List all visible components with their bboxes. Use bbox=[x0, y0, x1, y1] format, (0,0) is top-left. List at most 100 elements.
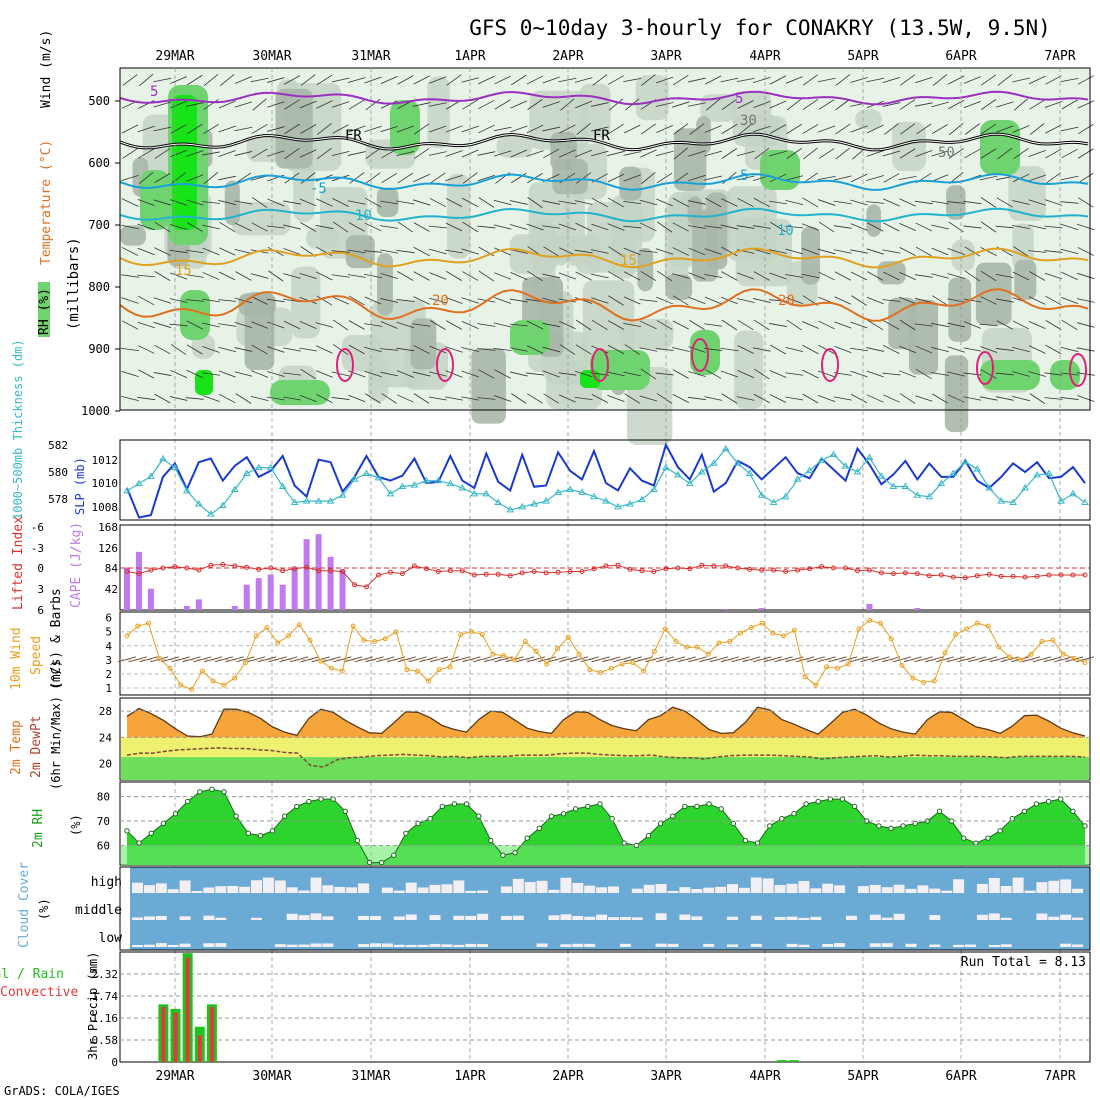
rh2m-point bbox=[1058, 796, 1064, 802]
temp-axis-label: Temperature (°C) bbox=[39, 140, 54, 265]
wind-barb-10m bbox=[128, 656, 147, 663]
rh-darkgrey-patch bbox=[471, 348, 506, 424]
thickness-point bbox=[973, 465, 982, 472]
wind-barb bbox=[445, 125, 463, 133]
wind-barb bbox=[575, 149, 593, 158]
wind-barb bbox=[364, 125, 382, 133]
wind-barb bbox=[413, 123, 430, 135]
cloud-cover-bar bbox=[132, 882, 143, 893]
wind-barb bbox=[121, 224, 139, 230]
cloud-cover-bar bbox=[857, 886, 869, 893]
wind-barb bbox=[818, 148, 835, 159]
wind-speed-point bbox=[888, 636, 894, 642]
wind-barb bbox=[737, 319, 754, 331]
wind-barb bbox=[266, 396, 285, 401]
wind-barb bbox=[882, 77, 901, 83]
wind-barb bbox=[899, 319, 916, 331]
date-label-top: 5APR bbox=[847, 49, 878, 64]
wind-barb bbox=[980, 221, 997, 233]
date-label-bottom: 29MAR bbox=[155, 1069, 194, 1084]
wind-barb bbox=[915, 76, 933, 84]
wind-barb bbox=[332, 319, 349, 331]
wind-speed-point bbox=[512, 657, 518, 663]
cape-bar bbox=[255, 578, 262, 610]
wind-barb bbox=[705, 369, 722, 379]
wind-barb bbox=[915, 222, 933, 232]
wind-barb bbox=[1061, 148, 1078, 159]
wind-barb bbox=[640, 270, 657, 282]
date-label-bottom: 6APR bbox=[945, 1069, 976, 1084]
wind-barb bbox=[283, 224, 301, 230]
wind-barb bbox=[153, 199, 172, 206]
lifted-index-point bbox=[196, 567, 202, 573]
temp-contour-minus5 bbox=[119, 90, 1089, 106]
cloud-cover-bar bbox=[1060, 914, 1072, 920]
wind-barb bbox=[283, 320, 301, 330]
wind-speed-point bbox=[867, 617, 873, 623]
date-label-bottom: 31MAR bbox=[351, 1069, 390, 1084]
thickness-point bbox=[326, 497, 335, 504]
wind-barb bbox=[543, 393, 560, 404]
wind-barb bbox=[882, 249, 901, 254]
wind-barb bbox=[218, 100, 236, 109]
thickness-point bbox=[1009, 498, 1018, 506]
rh-darkgrey-patch bbox=[944, 355, 969, 433]
wind-barb bbox=[931, 224, 949, 230]
wind-barb bbox=[592, 74, 608, 86]
wind-barb bbox=[835, 74, 851, 86]
wind-speed-point bbox=[759, 620, 765, 626]
cloud-cover-bar bbox=[596, 914, 608, 920]
wind-barb bbox=[267, 126, 285, 132]
wind-barb bbox=[688, 396, 706, 401]
wind-barb bbox=[267, 101, 285, 108]
pressure-tick: 700 bbox=[88, 218, 110, 232]
wind-barb bbox=[154, 173, 171, 183]
rh2m-point bbox=[973, 840, 979, 846]
wind-barb bbox=[139, 73, 154, 87]
lifted-index-point bbox=[843, 565, 848, 571]
rh2m-point bbox=[706, 801, 712, 807]
wind-barb bbox=[899, 370, 917, 378]
cape-bar bbox=[183, 605, 190, 610]
lifted-index-point bbox=[447, 568, 453, 574]
wind-barb bbox=[413, 345, 430, 354]
wind-barb bbox=[785, 396, 804, 401]
wind-barb-10m bbox=[430, 656, 449, 663]
lifted-index-point bbox=[663, 566, 669, 572]
wind-speed-point bbox=[221, 682, 227, 688]
wind-speed-point bbox=[167, 665, 173, 671]
cloud-cover-bar bbox=[322, 885, 334, 893]
wind-speed-point bbox=[285, 633, 291, 639]
wind-barb bbox=[137, 321, 155, 329]
wind-barb bbox=[655, 248, 674, 255]
wind-barb-10m bbox=[882, 656, 901, 663]
wind-barb bbox=[187, 74, 203, 86]
wind-barb bbox=[835, 98, 851, 111]
wind-barb-10m bbox=[290, 656, 309, 663]
wind-barb bbox=[866, 150, 884, 157]
contour-label: FR bbox=[593, 128, 610, 144]
thickness-point bbox=[386, 489, 395, 497]
rh2m-point bbox=[767, 823, 773, 829]
wind-barb bbox=[980, 197, 997, 208]
wind-barb bbox=[1044, 397, 1063, 400]
rh-contour-loop bbox=[821, 348, 839, 382]
thickness-point bbox=[578, 488, 586, 495]
cloud-cover-bar bbox=[536, 880, 548, 893]
wind-barb bbox=[833, 396, 852, 401]
rh2m-point bbox=[597, 801, 603, 807]
wind-barb bbox=[494, 247, 512, 256]
wind-barb bbox=[300, 124, 317, 134]
thickness-tick: 578 bbox=[48, 493, 68, 506]
wind-barb bbox=[381, 393, 397, 404]
wind-barb bbox=[785, 346, 804, 353]
wind-barb bbox=[396, 321, 415, 329]
wind-barb bbox=[137, 345, 155, 354]
wind-speed-point bbox=[242, 660, 248, 666]
wind-barb bbox=[785, 296, 803, 305]
cloud-cover-bar bbox=[1000, 885, 1012, 893]
slp-tick: 1012 bbox=[92, 454, 119, 467]
wind-speed-point bbox=[146, 620, 152, 626]
cloud-cover-bar bbox=[560, 944, 572, 947]
wind-barb bbox=[979, 323, 998, 327]
